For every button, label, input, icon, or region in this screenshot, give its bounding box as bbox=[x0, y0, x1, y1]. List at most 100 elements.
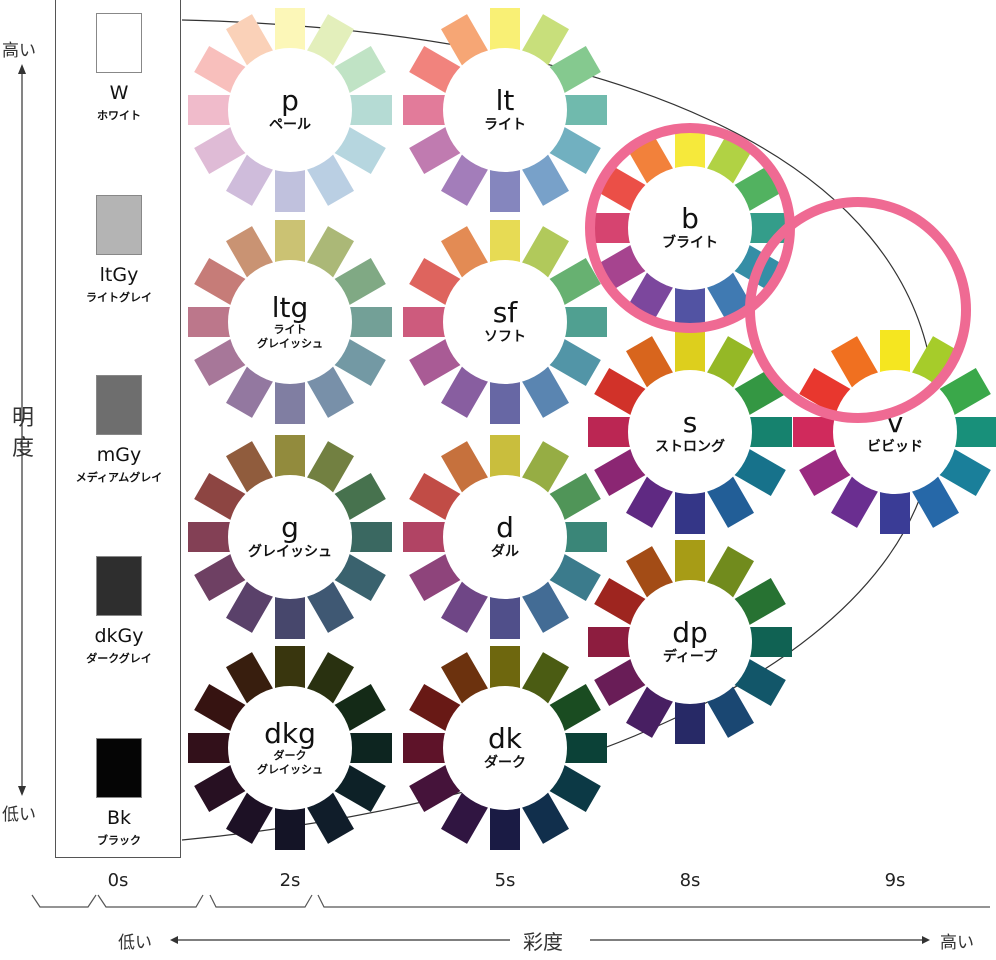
tone-name: グレイッシュ bbox=[248, 544, 332, 560]
hue-swatch bbox=[188, 307, 232, 337]
hue-swatch bbox=[348, 95, 392, 125]
tone-name: ライト グレイッシュ bbox=[257, 323, 323, 350]
tone-code: W bbox=[109, 82, 129, 104]
tone-name: ダークグレイ bbox=[86, 652, 152, 665]
hue-swatch bbox=[563, 522, 607, 552]
chroma-scale-9s: 9s bbox=[884, 870, 906, 891]
tone-label: p ペール bbox=[228, 48, 352, 172]
hue-swatch bbox=[275, 435, 305, 479]
hue-swatch bbox=[563, 733, 607, 763]
tone-code: lt bbox=[495, 84, 515, 117]
chroma-title: 彩度 bbox=[523, 930, 563, 954]
hue-swatch bbox=[880, 330, 910, 374]
hue-swatch bbox=[188, 95, 232, 125]
hue-swatch bbox=[490, 435, 520, 479]
tone-code: ltg bbox=[271, 291, 309, 324]
hue-swatch bbox=[275, 595, 305, 639]
lightness-arrowhead-up bbox=[18, 64, 26, 74]
tone-code: Bk bbox=[106, 807, 132, 829]
hue-swatch bbox=[563, 95, 607, 125]
chroma-high-label: 高い bbox=[940, 933, 974, 953]
hue-swatch bbox=[675, 540, 705, 584]
hue-swatch bbox=[275, 380, 305, 424]
hue-swatch bbox=[880, 490, 910, 534]
swatch bbox=[96, 195, 142, 255]
tone-label: sf ソフト bbox=[443, 260, 567, 384]
hue-swatch bbox=[275, 8, 305, 52]
tone-name: ストロング bbox=[655, 439, 725, 455]
tone-name: ダーク グレイッシュ bbox=[257, 749, 323, 776]
achromatic-black: Bk ブラック bbox=[56, 738, 182, 848]
hue-swatch bbox=[490, 595, 520, 639]
tone-name: ダーク bbox=[484, 755, 526, 771]
hue-swatch bbox=[490, 220, 520, 264]
lightness-high-label: 高い bbox=[2, 41, 36, 61]
hue-swatch bbox=[348, 307, 392, 337]
hue-swatch bbox=[748, 417, 792, 447]
achromatic-column: W ホワイト ltGy ライトグレイ mGy メディアムグレイ dkGy ダーク… bbox=[55, 0, 181, 858]
hue-swatch bbox=[675, 700, 705, 744]
chroma-brackets bbox=[31, 894, 990, 908]
hue-swatch bbox=[275, 220, 305, 264]
hue-swatch bbox=[348, 522, 392, 552]
hue-swatch bbox=[588, 627, 632, 657]
lightness-title-2: 度 bbox=[12, 436, 35, 461]
hue-swatch bbox=[490, 806, 520, 850]
chroma-scale-2s: 2s bbox=[279, 870, 301, 891]
hue-swatch bbox=[675, 490, 705, 534]
hue-swatch bbox=[490, 646, 520, 690]
hue-swatch bbox=[275, 168, 305, 212]
tone-code: dkg bbox=[264, 717, 316, 750]
hue-swatch bbox=[748, 627, 792, 657]
tone-code: g bbox=[281, 511, 299, 544]
chroma-scale-0s: 0s bbox=[107, 870, 129, 891]
chroma-low-label: 低い bbox=[118, 933, 152, 953]
chroma-arrowhead-left bbox=[170, 936, 178, 944]
hue-swatch bbox=[403, 95, 447, 125]
tone-code: b bbox=[681, 202, 699, 235]
tone-label: dkg ダーク グレイッシュ bbox=[228, 686, 352, 810]
tone-label: lt ライト bbox=[443, 48, 567, 172]
tone-name: ライト bbox=[484, 117, 526, 133]
hue-swatch bbox=[588, 417, 632, 447]
tone-name: ペール bbox=[269, 117, 311, 133]
lightness-low-label: 低い bbox=[2, 805, 36, 825]
hue-swatch bbox=[953, 417, 996, 447]
tone-label: s ストロング bbox=[628, 370, 752, 494]
hue-swatch bbox=[675, 126, 705, 170]
hue-swatch bbox=[563, 307, 607, 337]
tone-code: p bbox=[281, 84, 299, 117]
tone-code: dk bbox=[488, 722, 522, 755]
tone-code: v bbox=[886, 406, 904, 439]
tone-code: mGy bbox=[96, 444, 142, 466]
tone-name: ブライト bbox=[662, 235, 718, 251]
chroma-scale-8s: 8s bbox=[679, 870, 701, 891]
tone-label: dp ディープ bbox=[628, 580, 752, 704]
tone-name: ホワイト bbox=[97, 109, 141, 122]
tone-name: ソフト bbox=[484, 329, 526, 345]
achromatic-light-gray: ltGy ライトグレイ bbox=[56, 195, 182, 305]
tone-code: ltGy bbox=[99, 264, 139, 286]
swatch bbox=[96, 375, 142, 435]
hue-swatch bbox=[490, 8, 520, 52]
tone-name: ディープ bbox=[662, 649, 718, 665]
tone-name: メディアムグレイ bbox=[75, 471, 163, 484]
swatch bbox=[96, 556, 142, 616]
lightness-title-1: 明 bbox=[12, 406, 35, 431]
achromatic-white: W ホワイト bbox=[56, 13, 182, 123]
lightness-arrowhead-down bbox=[18, 786, 26, 796]
hue-swatch bbox=[403, 522, 447, 552]
hue-swatch bbox=[348, 733, 392, 763]
swatch bbox=[96, 13, 142, 73]
achromatic-dark-gray: dkGy ダークグレイ bbox=[56, 556, 182, 666]
chroma-scale-5s: 5s bbox=[494, 870, 516, 891]
tone-code: dp bbox=[672, 616, 708, 649]
tone-label: v ビビッド bbox=[833, 370, 957, 494]
tone-code: d bbox=[496, 511, 514, 544]
achromatic-medium-gray: mGy メディアムグレイ bbox=[56, 375, 182, 485]
tone-code: sf bbox=[492, 296, 518, 329]
hue-swatch bbox=[403, 307, 447, 337]
tone-label: dk ダーク bbox=[443, 686, 567, 810]
hue-swatch bbox=[588, 213, 632, 243]
hue-swatch bbox=[275, 646, 305, 690]
